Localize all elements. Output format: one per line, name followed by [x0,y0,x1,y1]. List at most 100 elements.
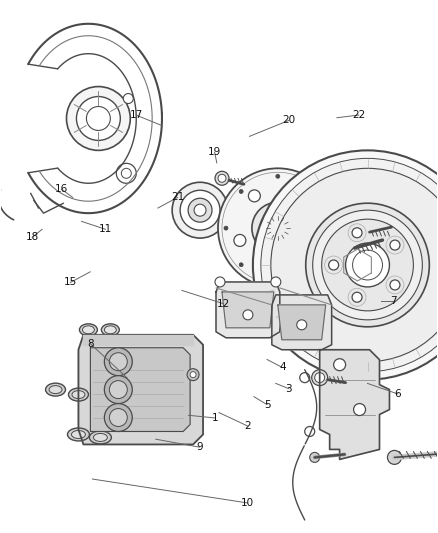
Circle shape [117,163,136,183]
Circle shape [271,168,438,362]
Circle shape [215,277,225,287]
Circle shape [310,235,322,246]
Circle shape [312,370,328,385]
Circle shape [342,249,374,281]
Circle shape [110,381,127,399]
Circle shape [390,240,400,250]
Circle shape [253,150,438,379]
Circle shape [86,107,110,131]
Circle shape [297,320,307,330]
Circle shape [328,260,339,270]
Polygon shape [216,282,280,338]
Text: 6: 6 [395,389,401,399]
Circle shape [110,409,127,426]
Ellipse shape [93,433,107,441]
Polygon shape [83,335,193,345]
Circle shape [328,226,332,230]
Ellipse shape [101,324,119,336]
Ellipse shape [104,326,117,334]
Polygon shape [90,348,190,432]
Circle shape [352,292,362,302]
Circle shape [271,277,281,287]
Circle shape [272,262,284,274]
Circle shape [346,243,389,287]
Circle shape [390,280,400,290]
Text: 16: 16 [55,184,68,195]
Circle shape [215,171,229,185]
Text: 1: 1 [211,413,218,423]
Polygon shape [278,305,326,340]
Circle shape [353,260,363,270]
Circle shape [243,310,253,320]
Circle shape [218,174,226,182]
Circle shape [180,190,220,230]
Polygon shape [320,350,389,459]
Text: 2: 2 [244,421,251,431]
Ellipse shape [46,383,66,396]
Circle shape [350,243,360,253]
Circle shape [188,198,212,222]
Text: 8: 8 [87,338,93,349]
Circle shape [104,348,132,376]
Text: 19: 19 [208,147,221,157]
Circle shape [248,190,260,202]
Text: 4: 4 [279,362,286,373]
Circle shape [312,263,317,267]
Text: 20: 20 [283,115,295,125]
Circle shape [121,168,131,178]
Circle shape [271,221,285,235]
Circle shape [239,263,243,267]
Circle shape [194,204,206,216]
Ellipse shape [68,388,88,401]
Polygon shape [222,292,274,328]
Text: 5: 5 [264,400,270,410]
Polygon shape [78,335,203,445]
Circle shape [266,216,290,240]
Circle shape [104,403,132,432]
Circle shape [110,353,127,370]
Circle shape [124,94,133,103]
Circle shape [77,96,120,140]
Text: 12: 12 [217,298,230,309]
Circle shape [67,86,130,150]
Circle shape [334,359,346,370]
Circle shape [218,168,338,288]
Circle shape [104,376,132,403]
Ellipse shape [82,326,95,334]
Text: 22: 22 [352,110,365,120]
Circle shape [187,369,199,381]
Circle shape [224,226,228,230]
Text: 15: 15 [64,278,77,287]
Text: 7: 7 [390,296,397,306]
Circle shape [234,235,246,246]
Circle shape [276,174,280,178]
Ellipse shape [89,431,111,444]
Circle shape [312,189,317,193]
Text: 11: 11 [99,224,112,235]
Circle shape [306,203,429,327]
Text: 21: 21 [171,192,184,203]
Circle shape [261,158,438,372]
Circle shape [388,450,401,464]
Circle shape [172,182,228,238]
Text: 18: 18 [25,232,39,243]
Circle shape [252,202,304,254]
Ellipse shape [72,391,85,399]
Text: 9: 9 [196,442,203,452]
Ellipse shape [71,431,85,439]
Ellipse shape [49,385,62,393]
Circle shape [353,403,366,416]
Circle shape [313,210,422,320]
Circle shape [239,189,243,193]
Text: 10: 10 [241,498,254,508]
Circle shape [348,255,367,275]
Polygon shape [272,295,332,350]
Circle shape [352,228,362,238]
Text: 17: 17 [129,110,143,120]
Ellipse shape [79,324,97,336]
Circle shape [190,372,196,378]
Text: 3: 3 [286,384,292,394]
Circle shape [321,219,413,311]
Circle shape [353,250,382,280]
Circle shape [260,210,296,246]
